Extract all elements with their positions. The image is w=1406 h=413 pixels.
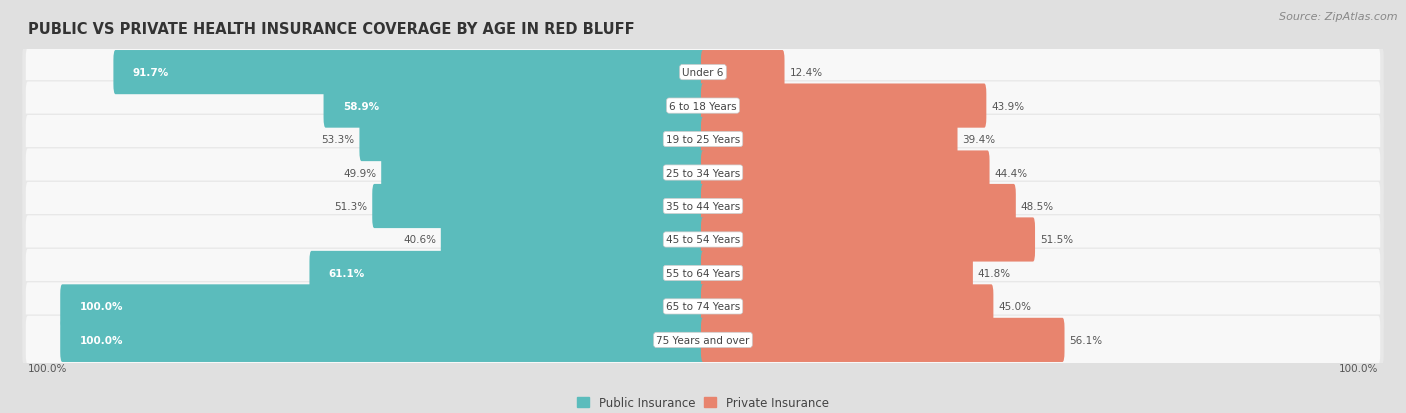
FancyBboxPatch shape [25, 282, 1381, 331]
FancyBboxPatch shape [381, 151, 704, 195]
FancyBboxPatch shape [25, 183, 1381, 230]
Legend: Public Insurance, Private Insurance: Public Insurance, Private Insurance [572, 392, 834, 413]
Text: 100.0%: 100.0% [1339, 363, 1378, 373]
Text: 41.8%: 41.8% [977, 268, 1011, 278]
Text: 75 Years and over: 75 Years and over [657, 335, 749, 345]
FancyBboxPatch shape [25, 49, 1381, 97]
FancyBboxPatch shape [702, 251, 973, 295]
FancyBboxPatch shape [702, 51, 785, 95]
Text: 100.0%: 100.0% [80, 335, 122, 345]
FancyBboxPatch shape [360, 118, 704, 162]
FancyBboxPatch shape [25, 149, 1381, 197]
Text: Source: ZipAtlas.com: Source: ZipAtlas.com [1279, 12, 1398, 22]
FancyBboxPatch shape [441, 218, 704, 262]
Text: 49.9%: 49.9% [343, 168, 377, 178]
Text: PUBLIC VS PRIVATE HEALTH INSURANCE COVERAGE BY AGE IN RED BLUFF: PUBLIC VS PRIVATE HEALTH INSURANCE COVER… [28, 22, 634, 37]
FancyBboxPatch shape [22, 114, 1384, 165]
Text: 35 to 44 Years: 35 to 44 Years [666, 202, 740, 211]
FancyBboxPatch shape [25, 82, 1381, 131]
FancyBboxPatch shape [25, 316, 1381, 364]
Text: Under 6: Under 6 [682, 68, 724, 78]
FancyBboxPatch shape [373, 185, 704, 228]
Text: 40.6%: 40.6% [404, 235, 436, 245]
FancyBboxPatch shape [22, 148, 1384, 199]
FancyBboxPatch shape [22, 281, 1384, 332]
Text: 45.0%: 45.0% [998, 301, 1031, 312]
Text: 19 to 25 Years: 19 to 25 Years [666, 135, 740, 145]
Text: 61.1%: 61.1% [329, 268, 366, 278]
FancyBboxPatch shape [25, 216, 1381, 264]
FancyBboxPatch shape [114, 51, 704, 95]
FancyBboxPatch shape [309, 251, 704, 295]
Text: 45 to 54 Years: 45 to 54 Years [666, 235, 740, 245]
FancyBboxPatch shape [22, 248, 1384, 299]
FancyBboxPatch shape [702, 218, 1035, 262]
FancyBboxPatch shape [702, 318, 1064, 362]
Text: 51.5%: 51.5% [1040, 235, 1073, 245]
Text: 51.3%: 51.3% [335, 202, 367, 211]
FancyBboxPatch shape [22, 81, 1384, 132]
Text: 44.4%: 44.4% [994, 168, 1028, 178]
FancyBboxPatch shape [702, 84, 987, 128]
FancyBboxPatch shape [702, 285, 994, 329]
FancyBboxPatch shape [25, 249, 1381, 297]
FancyBboxPatch shape [702, 151, 990, 195]
Text: 12.4%: 12.4% [789, 68, 823, 78]
FancyBboxPatch shape [702, 185, 1015, 228]
Text: 39.4%: 39.4% [962, 135, 995, 145]
Text: 56.1%: 56.1% [1070, 335, 1102, 345]
Text: 25 to 34 Years: 25 to 34 Years [666, 168, 740, 178]
FancyBboxPatch shape [25, 116, 1381, 164]
FancyBboxPatch shape [60, 285, 704, 329]
Text: 100.0%: 100.0% [80, 301, 122, 312]
Text: 91.7%: 91.7% [132, 68, 169, 78]
Text: 43.9%: 43.9% [991, 101, 1025, 112]
FancyBboxPatch shape [22, 214, 1384, 265]
Text: 55 to 64 Years: 55 to 64 Years [666, 268, 740, 278]
FancyBboxPatch shape [22, 315, 1384, 366]
FancyBboxPatch shape [702, 118, 957, 162]
Text: 48.5%: 48.5% [1021, 202, 1053, 211]
FancyBboxPatch shape [22, 47, 1384, 98]
Text: 100.0%: 100.0% [28, 363, 67, 373]
Text: 53.3%: 53.3% [322, 135, 354, 145]
FancyBboxPatch shape [323, 84, 704, 128]
Text: 65 to 74 Years: 65 to 74 Years [666, 301, 740, 312]
Text: 58.9%: 58.9% [343, 101, 380, 112]
Text: 6 to 18 Years: 6 to 18 Years [669, 101, 737, 112]
FancyBboxPatch shape [22, 181, 1384, 232]
FancyBboxPatch shape [60, 318, 704, 362]
